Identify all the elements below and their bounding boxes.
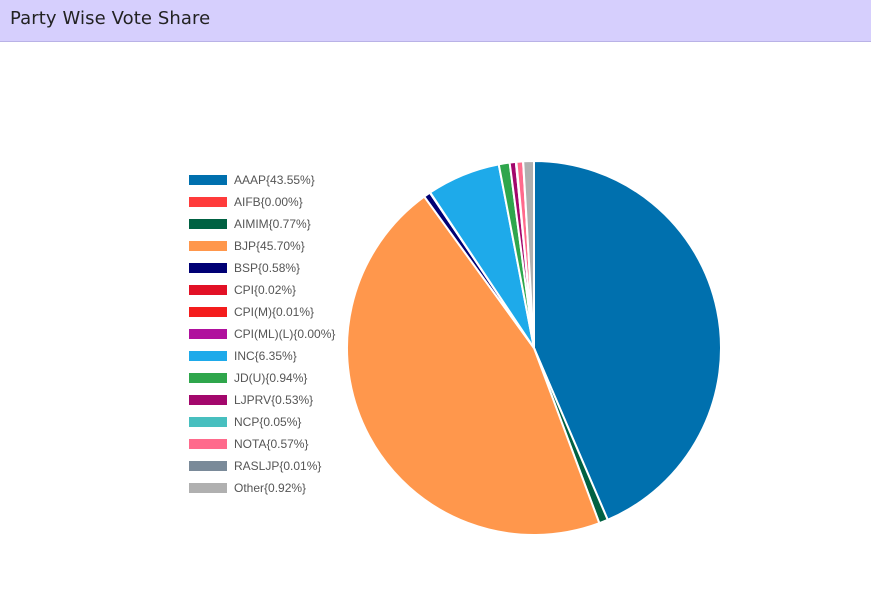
legend-swatch (189, 373, 227, 383)
legend-swatch (189, 351, 227, 361)
legend-swatch (189, 395, 227, 405)
legend-item[interactable]: CPI{0.02%} (189, 279, 335, 301)
legend-swatch (189, 417, 227, 427)
legend-label: RASLJP{0.01%} (234, 459, 322, 473)
legend-swatch (189, 263, 227, 273)
legend-label: BJP{45.70%} (234, 239, 305, 253)
legend-item[interactable]: BSP{0.58%} (189, 257, 335, 279)
legend-label: LJPRV{0.53%} (234, 393, 314, 407)
legend-item[interactable]: NOTA{0.57%} (189, 433, 335, 455)
legend-item[interactable]: AAAP{43.55%} (189, 169, 335, 191)
legend-swatch (189, 175, 227, 185)
legend-label: INC{6.35%} (234, 349, 297, 363)
legend-label: AAAP{43.55%} (234, 173, 315, 187)
chart-title: Party Wise Vote Share (10, 8, 211, 29)
legend-label: NOTA{0.57%} (234, 437, 309, 451)
chart-legend: AAAP{43.55%} AIFB{0.00%} AIMIM{0.77%} BJP{4… (189, 169, 335, 499)
legend-label: BSP{0.58%} (234, 261, 301, 275)
legend-swatch (189, 285, 227, 295)
pie-slice-other[interactable] (522, 159, 535, 349)
legend-item[interactable]: INC{6.35%} (189, 345, 335, 367)
legend-item[interactable]: AIMIM{0.77%} (189, 213, 335, 235)
legend-swatch (189, 241, 227, 251)
legend-label: AIMIM{0.77%} (234, 217, 311, 231)
legend-swatch (189, 329, 227, 339)
legend-label: Other{0.92%} (234, 481, 307, 495)
legend-item[interactable]: NCP{0.05%} (189, 411, 335, 433)
pie-slice-aaap[interactable] (533, 159, 722, 522)
legend-item[interactable]: CPI(M){0.01%} (189, 301, 335, 323)
legend-swatch (189, 483, 227, 493)
pie-slice-bjp[interactable] (346, 195, 601, 537)
legend-swatch (189, 439, 227, 449)
legend-swatch (189, 197, 227, 207)
legend-item[interactable]: BJP{45.70%} (189, 235, 335, 257)
legend-swatch (189, 219, 227, 229)
legend-label: CPI(M){0.01%} (234, 305, 315, 319)
legend-item[interactable]: CPI(ML)(L){0.00%} (189, 323, 335, 345)
legend-item[interactable]: AIFB{0.00%} (189, 191, 335, 213)
legend-label: CPI{0.02%} (234, 283, 297, 297)
legend-swatch (189, 307, 227, 317)
legend-label: CPI(ML)(L){0.00%} (234, 327, 336, 341)
legend-item[interactable]: JD(U){0.94%} (189, 367, 335, 389)
legend-item[interactable]: LJPRV{0.53%} (189, 389, 335, 411)
legend-item[interactable]: Other{0.92%} (189, 477, 335, 499)
legend-item[interactable]: RASLJP{0.01%} (189, 455, 335, 477)
chart-header: Party Wise Vote Share (0, 0, 871, 42)
legend-label: AIFB{0.00%} (234, 195, 303, 209)
legend-label: NCP{0.05%} (234, 415, 302, 429)
legend-label: JD(U){0.94%} (234, 371, 308, 385)
legend-swatch (189, 461, 227, 471)
